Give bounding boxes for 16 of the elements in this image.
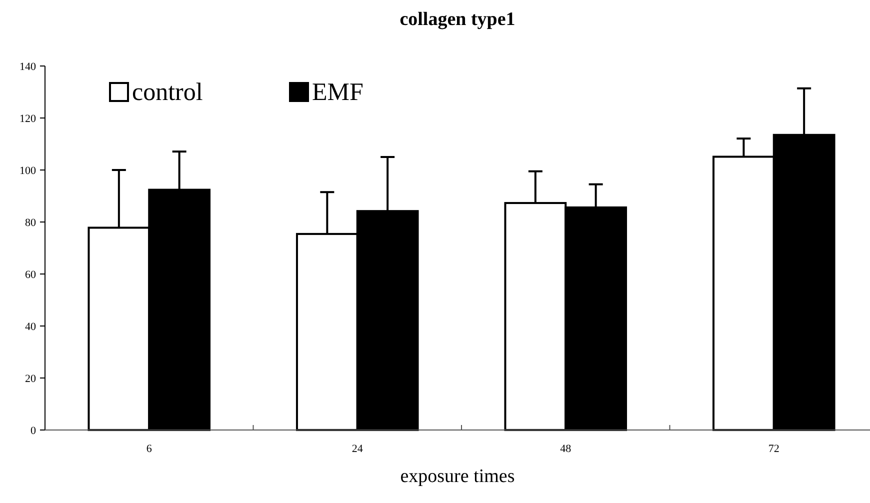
x-tick-label: 48 (560, 443, 572, 455)
y-tick-label: 100 (20, 164, 36, 177)
x-tick-label: 24 (352, 443, 364, 455)
chart-title: collagen type1 (400, 9, 516, 30)
y-tick-label: 20 (25, 372, 36, 385)
legend-label: control (132, 79, 203, 106)
y-tick-label: 60 (25, 268, 36, 281)
x-axis-title: exposure times (400, 466, 515, 487)
y-tick-label: 140 (20, 60, 36, 73)
y-tick-label: 80 (25, 216, 36, 229)
y-tick-label: 120 (20, 112, 36, 125)
legend-label: EMF (312, 79, 364, 106)
x-tick-label: 72 (768, 443, 780, 455)
y-tick-label: 0 (30, 424, 36, 437)
y-tick-label: 40 (25, 320, 36, 333)
x-tick-label: 6 (146, 443, 152, 455)
